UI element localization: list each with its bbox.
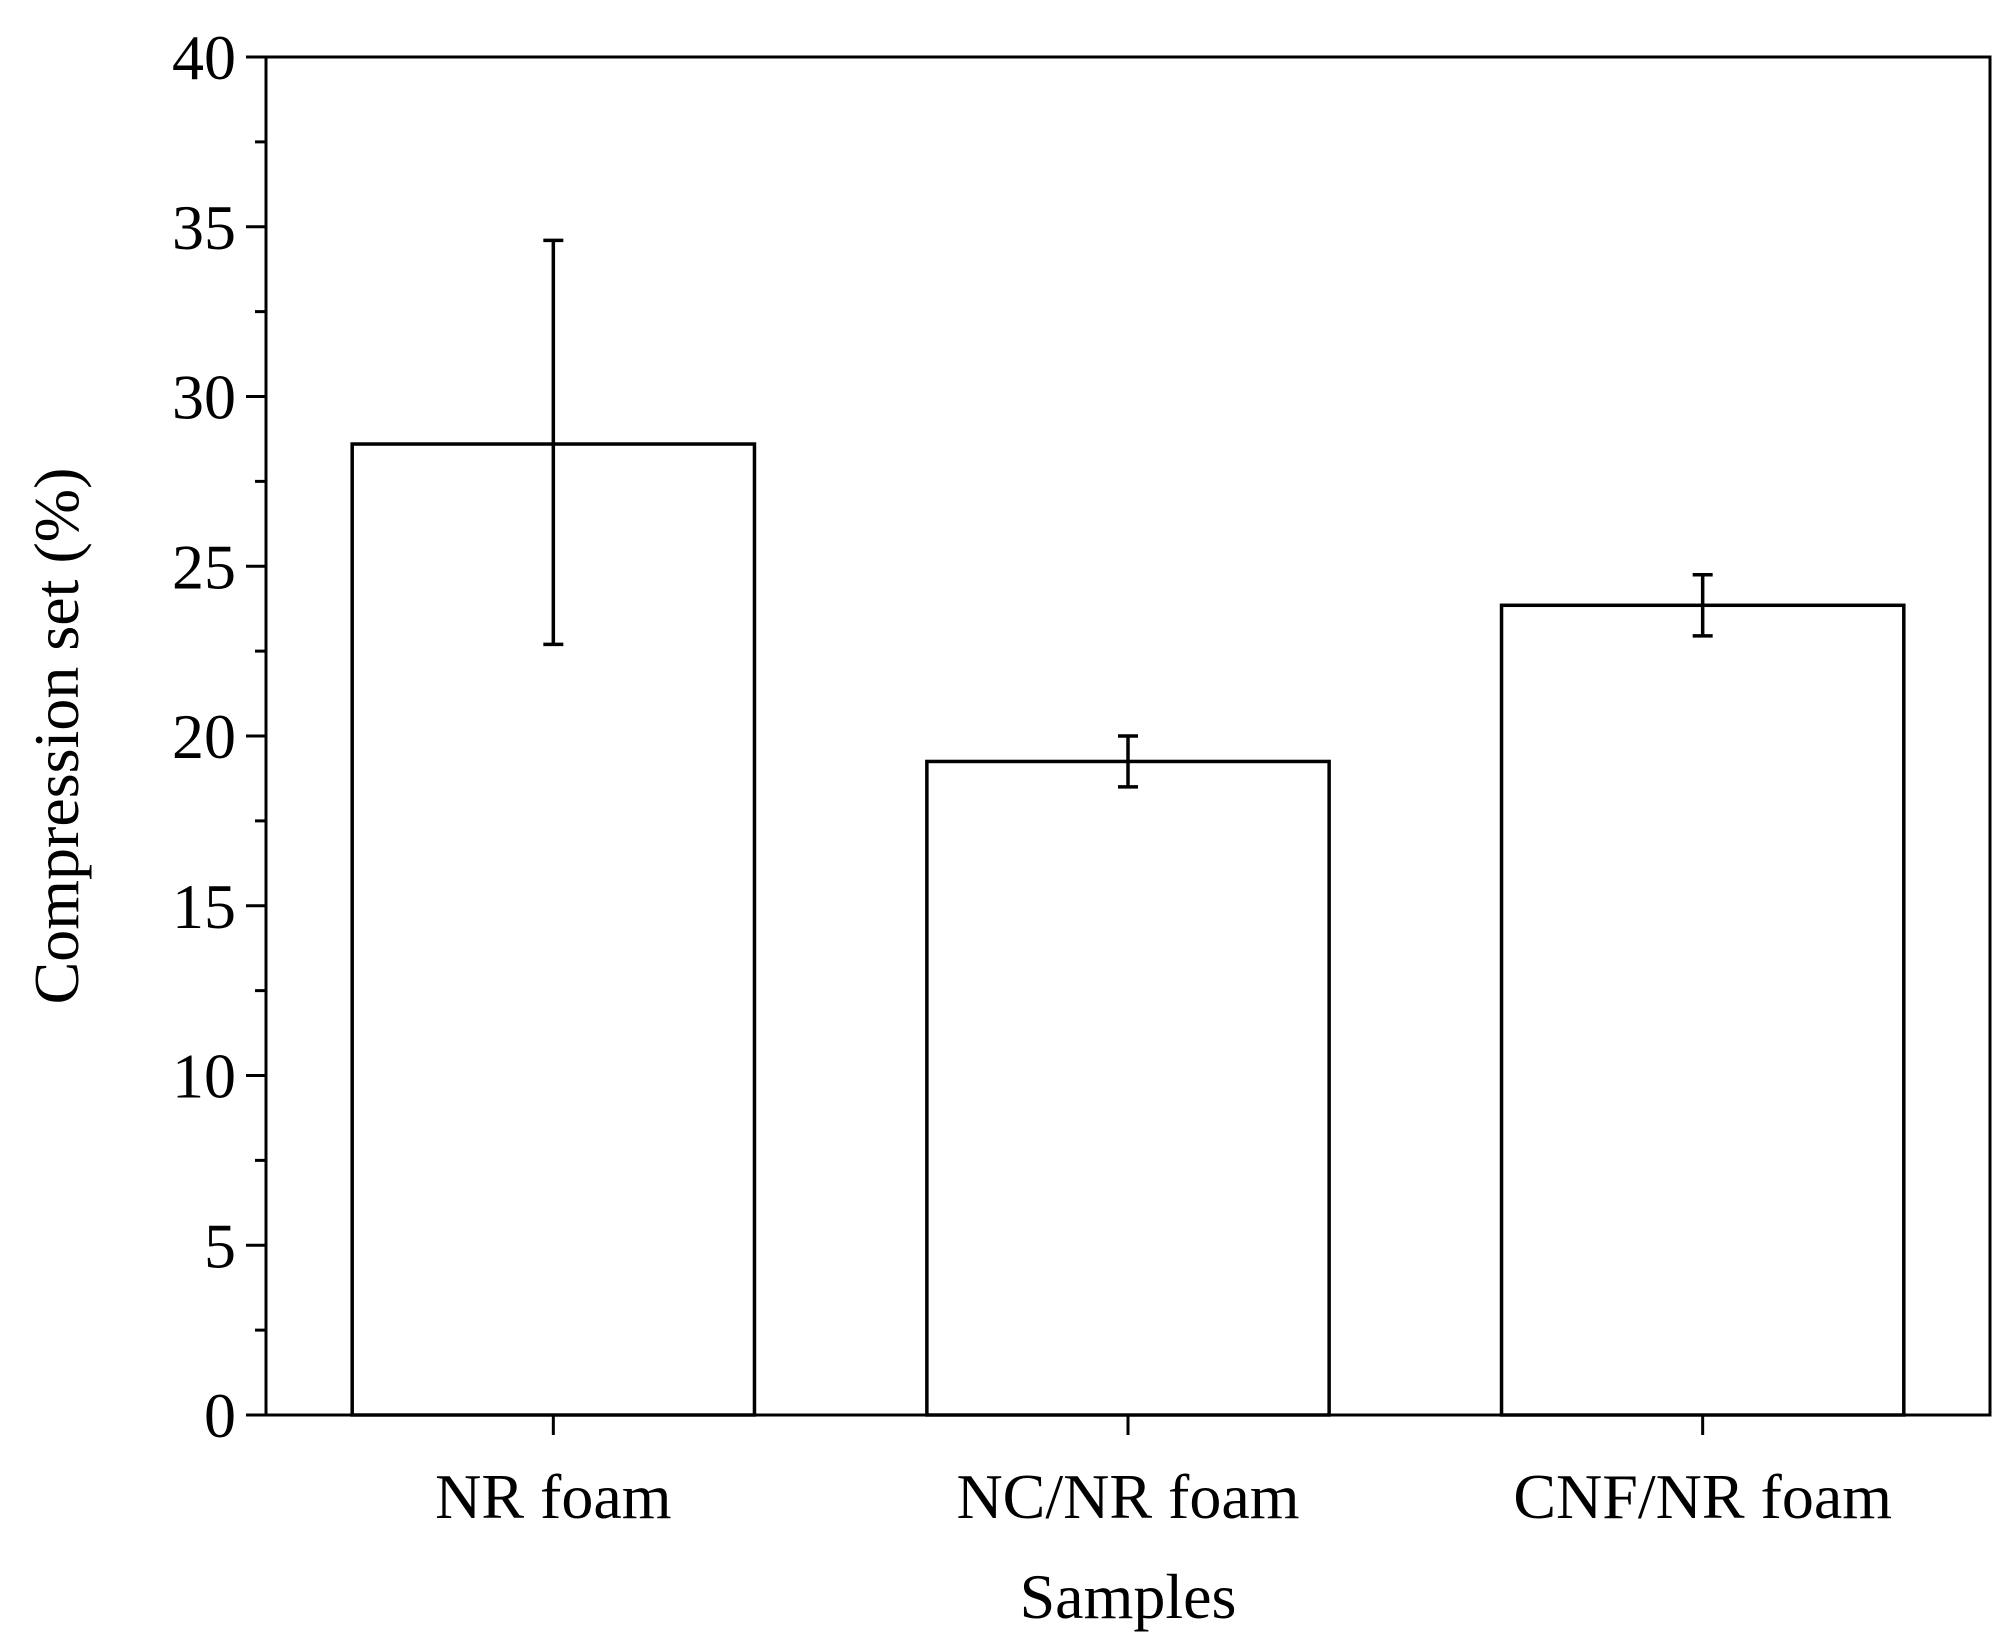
x-tick-label: NC/NR foam (956, 1461, 1299, 1532)
y-tick-label: 0 (204, 1380, 236, 1451)
bar (1499, 603, 1906, 1417)
x-tick-label: CNF/NR foam (1513, 1461, 1892, 1532)
y-tick-label: 35 (172, 192, 236, 263)
bars-layer (350, 442, 1906, 1417)
x-axis-ticks: NR foam NC/NR foam CNF/NR foam (435, 1415, 1892, 1532)
y-axis-title: Compression set (%) (21, 468, 92, 1005)
y-tick-label: 5 (204, 1210, 236, 1281)
y-axis-ticks: 0 5 10 15 20 25 30 35 40 (172, 22, 266, 1451)
error-bars-layer (543, 238, 1713, 789)
y-tick-label: 30 (172, 362, 236, 433)
y-tick-label: 20 (172, 701, 236, 772)
y-tick-label: 40 (172, 22, 236, 93)
y-tick-label: 15 (172, 871, 236, 942)
x-axis-title: Samples (1020, 1561, 1237, 1632)
y-tick-label: 10 (172, 1041, 236, 1112)
x-tick-label: NR foam (435, 1461, 671, 1532)
bar (925, 759, 1331, 1417)
y-tick-label: 25 (172, 531, 236, 602)
